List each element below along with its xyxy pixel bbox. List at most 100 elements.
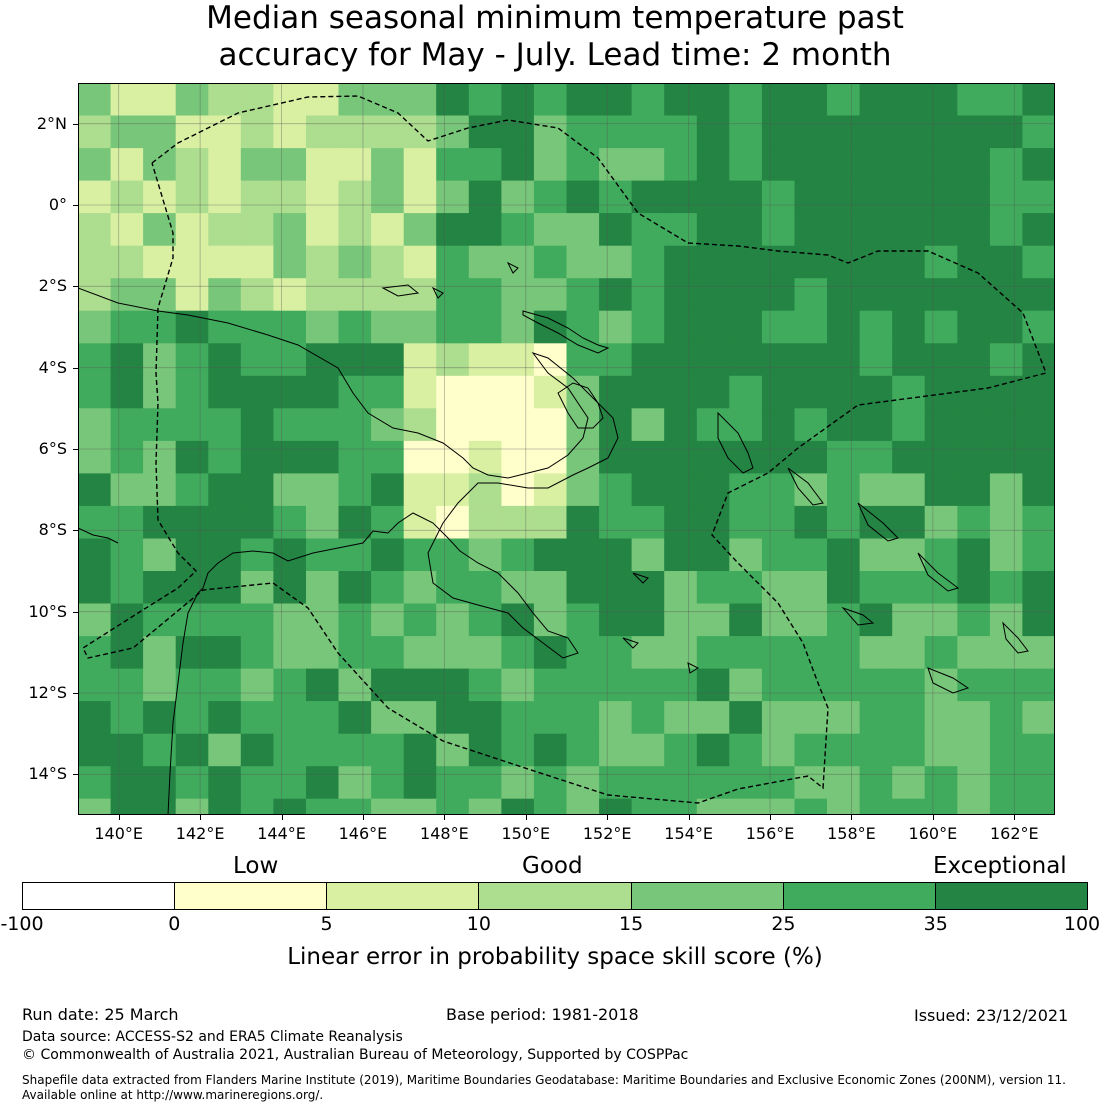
grid-cell xyxy=(599,798,633,815)
grid-cell xyxy=(957,148,991,182)
grid-cell xyxy=(501,115,535,149)
grid-cell xyxy=(924,766,958,800)
grid-cell xyxy=(924,603,958,637)
grid-cell xyxy=(371,798,405,815)
grid-cell xyxy=(664,408,698,442)
grid-cell xyxy=(794,505,828,539)
coastlines xyxy=(78,261,1029,815)
grid-cell xyxy=(273,505,307,539)
grid-cell xyxy=(78,701,112,735)
grid-cell xyxy=(208,278,242,312)
grid-cell xyxy=(827,440,861,474)
grid-cell xyxy=(436,245,470,279)
grid-cell xyxy=(566,278,600,312)
grid-cell xyxy=(827,343,861,377)
grid-cell xyxy=(859,798,893,815)
grid-cell xyxy=(892,701,926,735)
grid-cell xyxy=(143,213,177,247)
grid-cell xyxy=(240,766,274,800)
grid-cell xyxy=(696,375,730,409)
grid-cell xyxy=(729,766,763,800)
grid-cell xyxy=(566,505,600,539)
grid-cell xyxy=(827,701,861,735)
grid-cell xyxy=(827,115,861,149)
grid-cell xyxy=(436,733,470,767)
grid-cell xyxy=(306,733,340,767)
grid-cell xyxy=(306,538,340,572)
grid-cell xyxy=(566,310,600,344)
grid-cell xyxy=(696,668,730,702)
grid-cell xyxy=(175,798,209,815)
latitude-label: 4°S xyxy=(38,357,67,377)
grid-cell xyxy=(631,245,665,279)
grid-cell xyxy=(664,375,698,409)
grid-cell xyxy=(143,343,177,377)
grid-cell xyxy=(306,636,340,670)
grid-cell xyxy=(240,798,274,815)
grid-cell xyxy=(696,245,730,279)
grid-cell xyxy=(664,473,698,507)
grid-cell xyxy=(501,505,535,539)
skill-score-grid xyxy=(78,83,1055,815)
grid-cell xyxy=(436,505,470,539)
grid-cell xyxy=(794,310,828,344)
grid-cell xyxy=(403,343,437,377)
legend-colorbar-label: Linear error in probability space skill … xyxy=(287,944,823,970)
grid-cell xyxy=(761,505,796,539)
grid-cell xyxy=(403,798,437,815)
grid-cell xyxy=(1022,636,1055,670)
grid-cell xyxy=(436,440,470,474)
grid-cell xyxy=(924,636,958,670)
latitude-label: 2°N xyxy=(36,113,67,133)
grid-cell xyxy=(371,701,405,735)
grid-cell xyxy=(501,180,535,214)
grid-cell xyxy=(208,701,242,735)
grid-cell xyxy=(957,245,991,279)
grid-cell xyxy=(957,636,991,670)
grid-cell xyxy=(78,213,112,247)
grid-cell xyxy=(78,636,112,670)
grid-cell xyxy=(338,245,372,279)
grid-cell xyxy=(631,180,665,214)
grid-cell xyxy=(240,310,274,344)
grid-cell xyxy=(175,83,209,117)
grid-cell xyxy=(143,701,177,735)
grid-cell xyxy=(631,375,665,409)
grid-cell xyxy=(533,440,568,474)
grid-cell xyxy=(566,701,600,735)
grid-cell xyxy=(338,408,372,442)
grid-cell xyxy=(78,83,112,117)
grid-cell xyxy=(143,538,177,572)
colorbar-tick-label: 10 xyxy=(466,913,491,935)
grid-cell xyxy=(599,115,633,149)
grid-cell xyxy=(403,408,437,442)
grid-cell xyxy=(371,733,405,767)
longitude-tick xyxy=(281,815,283,820)
grid-cell xyxy=(989,733,1024,767)
grid-cell xyxy=(533,83,568,117)
grid-cell xyxy=(468,798,502,815)
grid-cell xyxy=(631,636,665,670)
grid-cell xyxy=(143,766,177,800)
grid-cell xyxy=(761,310,796,344)
grid-cell xyxy=(338,278,372,312)
grid-cell xyxy=(631,148,665,182)
grid-cell xyxy=(957,733,991,767)
footer-issued: Issued: 23/12/2021 xyxy=(914,1006,1069,1025)
grid-cell xyxy=(729,310,763,344)
grid-cell xyxy=(566,180,600,214)
grid-cell xyxy=(306,148,340,182)
grid-cell xyxy=(696,83,730,117)
grid-cell xyxy=(208,571,242,605)
grid-cell xyxy=(208,798,242,815)
grid-cell xyxy=(989,115,1024,149)
grid-cell xyxy=(110,310,144,344)
grid-cell xyxy=(892,180,926,214)
grid-cell xyxy=(436,701,470,735)
grid-cell xyxy=(859,571,893,605)
grid-cell xyxy=(696,798,730,815)
grid-cell xyxy=(533,733,568,767)
grid-cell xyxy=(110,505,144,539)
grid-cell xyxy=(761,798,796,815)
grid-cell xyxy=(533,180,568,214)
